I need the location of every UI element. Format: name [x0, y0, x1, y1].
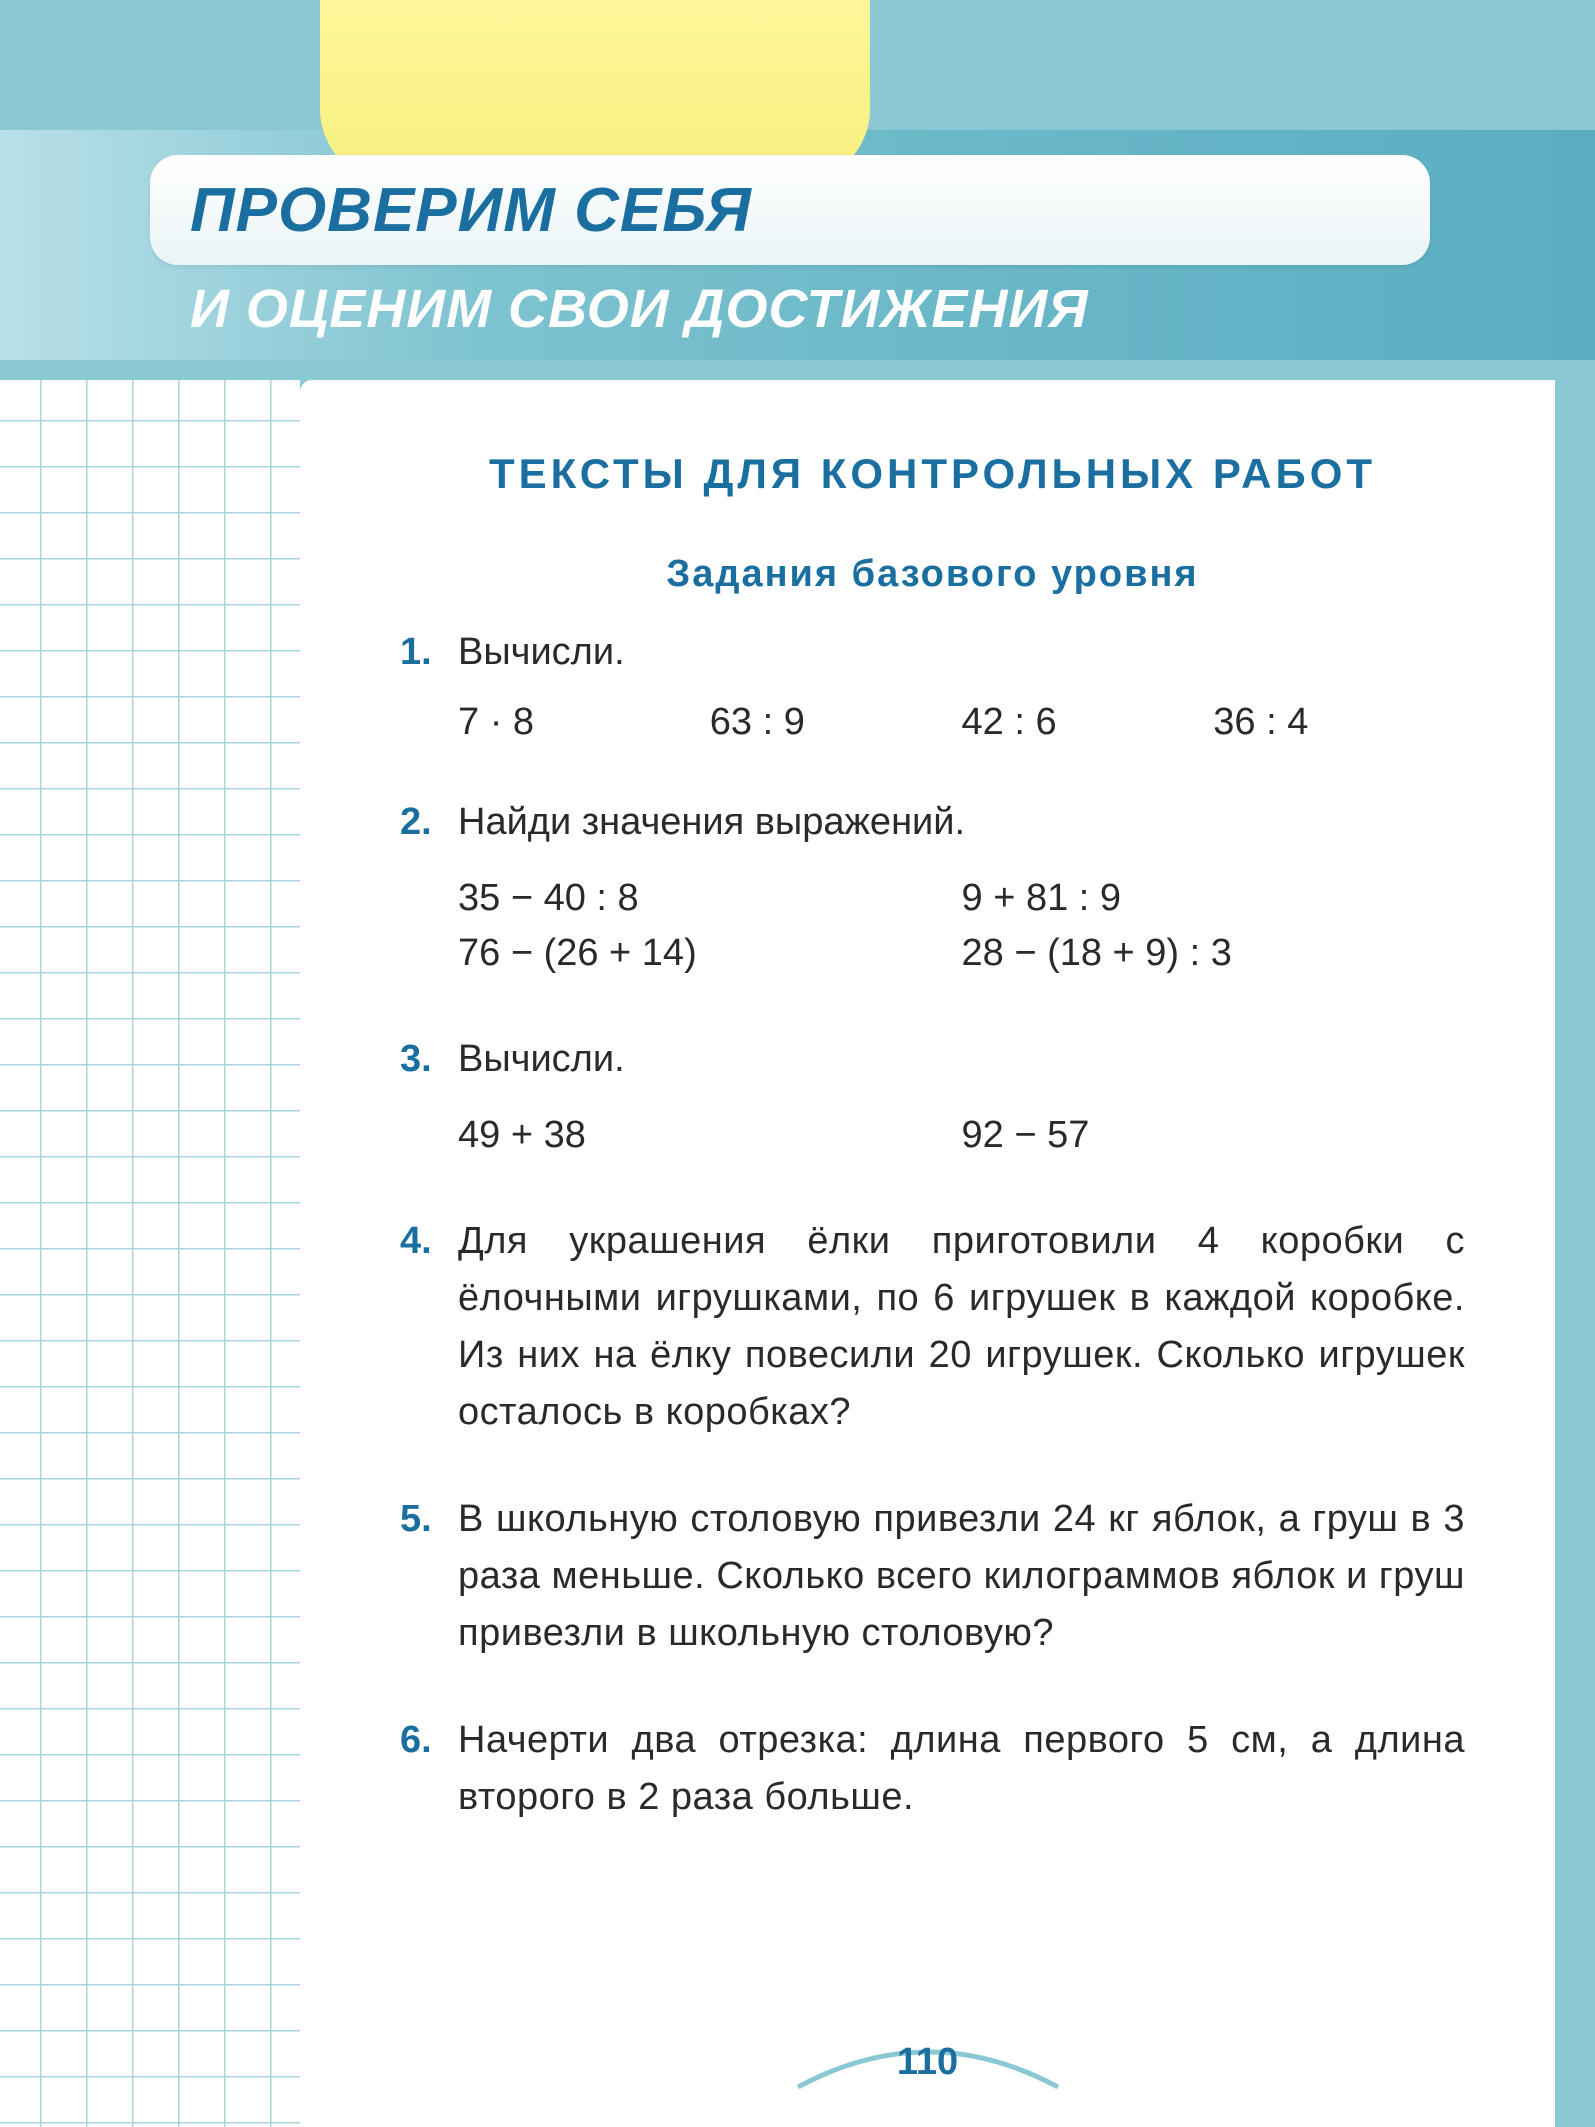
task-6: 6. Начерти два отрезка: длина первого 5 … [400, 1712, 1465, 1826]
task-text: В школьную столовую привезли 24 кг яблок… [458, 1491, 1465, 1662]
task-number: 6. [400, 1719, 440, 1762]
expr: 7 · 8 [458, 701, 710, 744]
task-title: Вычисли. [458, 1031, 625, 1088]
task-3: 3. Вычисли. 49 + 38 92 − 57 [400, 1031, 1465, 1163]
expr: 92 − 57 [962, 1108, 1466, 1163]
task-1-expressions: 7 · 8 63 : 9 42 : 6 36 : 4 [400, 701, 1465, 744]
expr: 36 : 4 [1213, 701, 1465, 744]
grid-paper-strip [0, 380, 300, 2127]
expr: 9 + 81 : 9 [962, 871, 1466, 926]
task-1: 1. Вычисли. 7 · 8 63 : 9 42 : 6 36 : 4 [400, 624, 1465, 744]
expr: 63 : 9 [710, 701, 962, 744]
expr: 35 − 40 : 8 [458, 871, 962, 926]
header-title-bar: ПРОВЕРИМ СЕБЯ [150, 155, 1430, 265]
task-5: 5. В школьную столовую привезли 24 кг яб… [400, 1491, 1465, 1662]
expr: 28 − (18 + 9) : 3 [962, 926, 1466, 981]
expr: 76 − (26 + 14) [458, 926, 962, 981]
sub-title: Задания базового уровня [400, 553, 1465, 596]
task-2-row-2: 76 − (26 + 14) 28 − (18 + 9) : 3 [400, 926, 1465, 981]
task-2: 2. Найди значения выражений. 35 − 40 : 8… [400, 794, 1465, 981]
task-3-row: 49 + 38 92 − 57 [400, 1108, 1465, 1163]
task-number: 3. [400, 1038, 440, 1081]
page-number-badge: 110 [778, 2027, 1078, 2097]
task-title: Найди значения выражений. [458, 794, 965, 851]
page-number: 110 [897, 2041, 958, 2084]
task-2-row-1: 35 − 40 : 8 9 + 81 : 9 [400, 871, 1465, 926]
section-title: ТЕКСТЫ ДЛЯ КОНТРОЛЬНЫХ РАБОТ [400, 450, 1465, 498]
task-number: 1. [400, 631, 440, 674]
header-title: ПРОВЕРИМ СЕБЯ [190, 175, 752, 246]
header-subtitle: И ОЦЕНИМ СВОИ ДОСТИЖЕНИЯ [190, 278, 1089, 340]
task-4: 4. Для украшения ёлки приготовили 4 коро… [400, 1213, 1465, 1441]
expr: 42 : 6 [962, 701, 1214, 744]
task-number: 4. [400, 1220, 440, 1263]
task-text: Начерти два отрезка: длина первого 5 см,… [458, 1712, 1465, 1826]
task-text: Для украшения ёлки приготовили 4 коробки… [458, 1213, 1465, 1441]
task-number: 5. [400, 1498, 440, 1541]
task-title: Вычисли. [458, 624, 625, 681]
content-panel: ТЕКСТЫ ДЛЯ КОНТРОЛЬНЫХ РАБОТ Задания баз… [300, 380, 1555, 2127]
expr: 49 + 38 [458, 1108, 962, 1163]
task-number: 2. [400, 801, 440, 844]
